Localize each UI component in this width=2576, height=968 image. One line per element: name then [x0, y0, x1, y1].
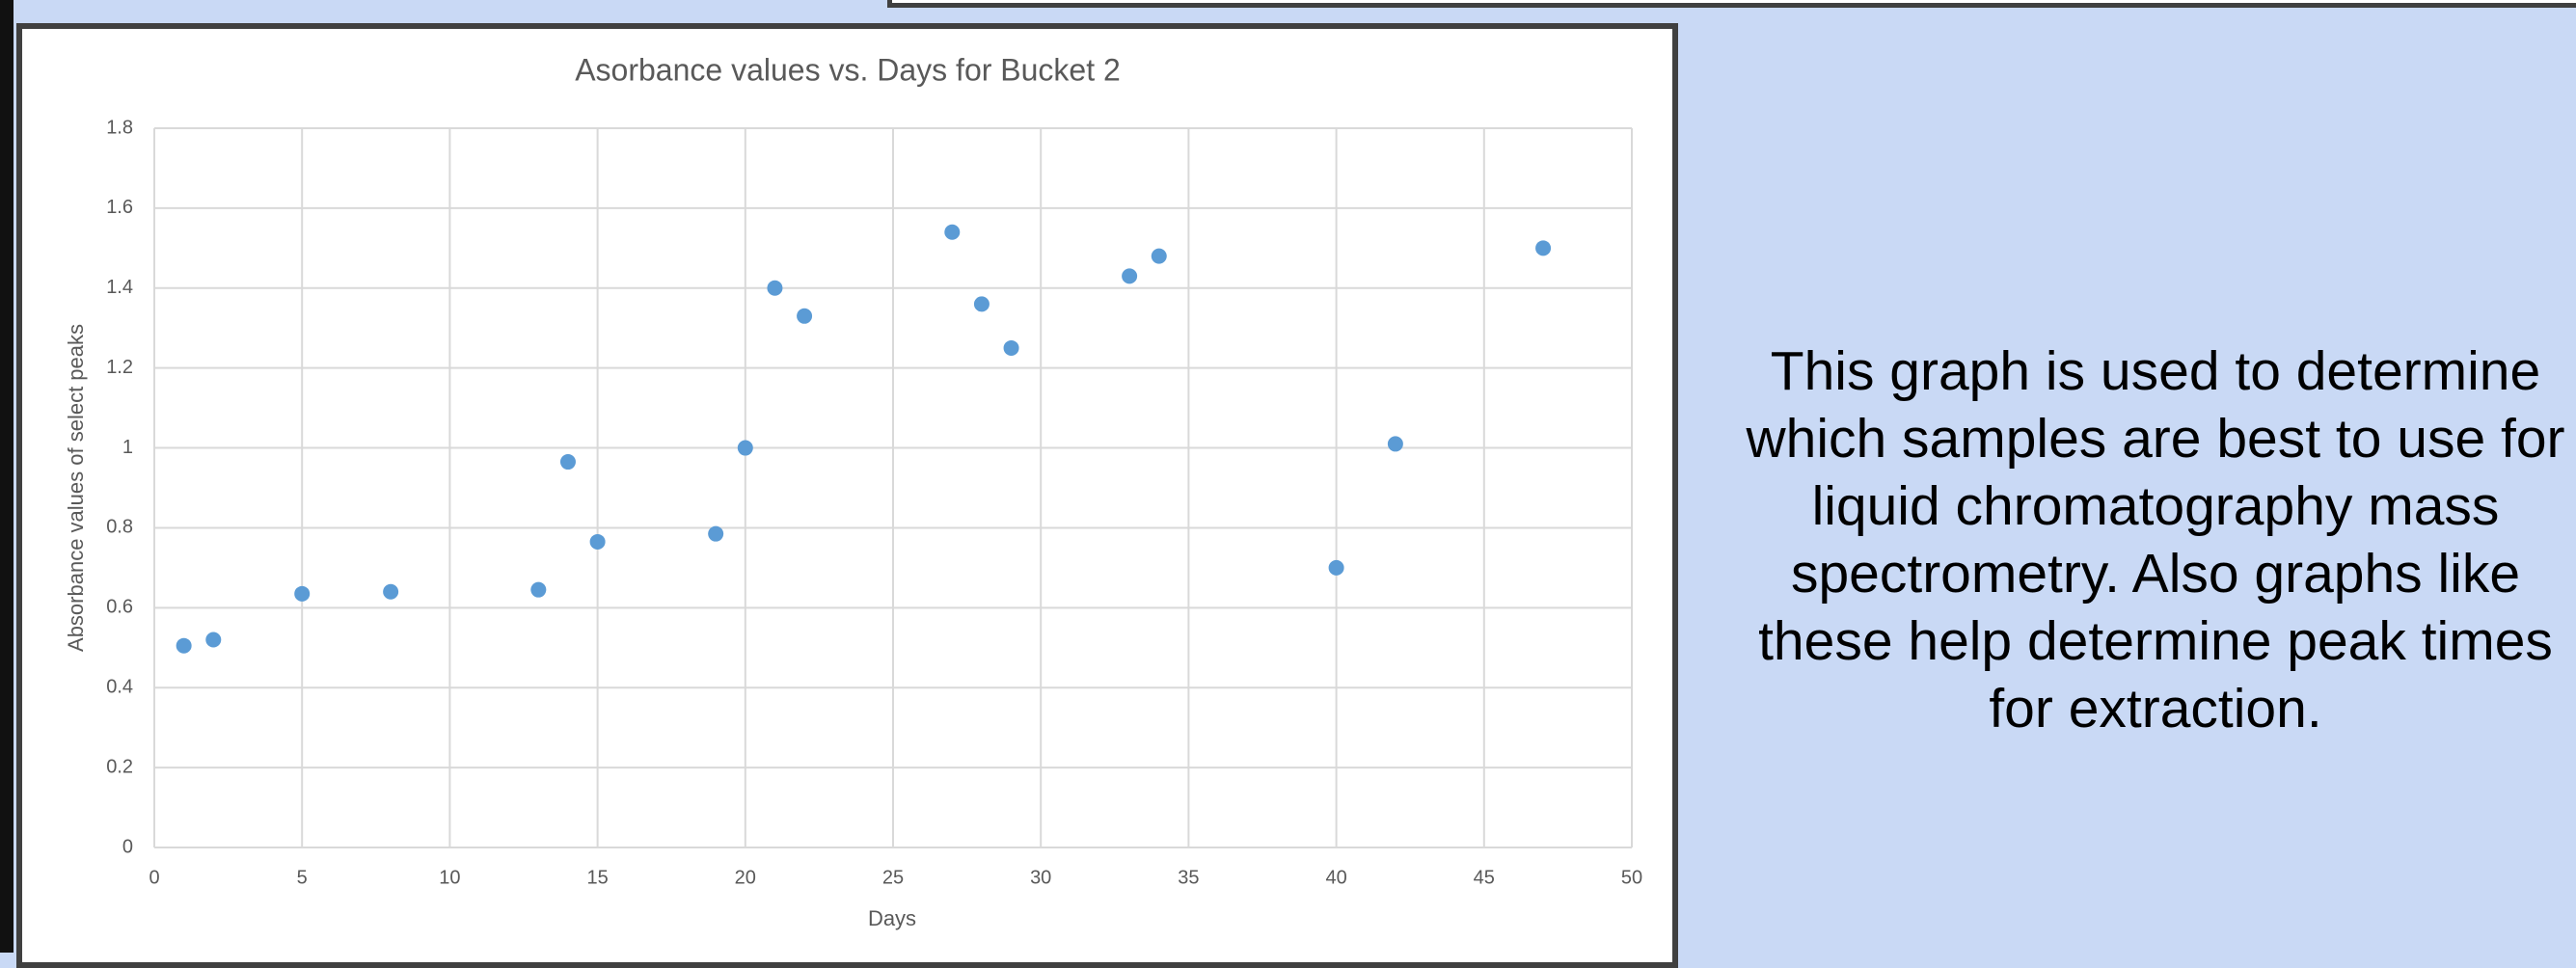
- chart-title: Asorbance values vs. Days for Bucket 2: [575, 52, 1121, 87]
- x-axis-label: Days: [868, 906, 916, 930]
- chart: Asorbance values vs. Days for Bucket 2 D…: [64, 52, 1642, 930]
- point: [944, 224, 961, 240]
- x-tick-label: 25: [882, 867, 904, 888]
- point: [1151, 248, 1167, 264]
- y-tick-label: 0: [122, 836, 133, 857]
- y-tick-label: 1.8: [106, 117, 133, 138]
- point: [708, 525, 724, 542]
- point: [530, 581, 547, 598]
- point: [1535, 240, 1552, 256]
- x-tick-label: 35: [1178, 867, 1199, 888]
- point: [294, 585, 311, 602]
- point: [1122, 268, 1138, 284]
- x-tick-label: 50: [1621, 867, 1642, 888]
- left-bar: [0, 0, 14, 953]
- y-tick-label: 1.2: [106, 357, 133, 378]
- x-tick-label: 10: [439, 867, 460, 888]
- y-tick-label: 1: [122, 437, 133, 458]
- chart-panel: [16, 23, 1678, 968]
- point: [1328, 559, 1344, 576]
- point: [1387, 436, 1403, 452]
- point: [383, 583, 399, 600]
- point: [205, 632, 222, 648]
- point: [737, 440, 753, 456]
- y-axis-label: Absorbance values of select peaks: [64, 324, 88, 652]
- y-tick-label: 0.8: [106, 517, 133, 538]
- point: [1003, 339, 1019, 356]
- point: [176, 637, 192, 654]
- point: [559, 454, 576, 471]
- caption: This graph is used to determine which sa…: [1746, 340, 2565, 739]
- point: [589, 533, 606, 550]
- upper-panel: [887, 0, 2576, 8]
- x-tick-label: 0: [149, 867, 159, 888]
- x-tick-label: 20: [735, 867, 756, 888]
- x-tick-label: 15: [586, 867, 608, 888]
- x-tick-label: 45: [1474, 867, 1495, 888]
- y-tick-label: 1.6: [106, 197, 133, 218]
- y-tick-label: 0.4: [106, 677, 133, 698]
- x-tick-label: 40: [1325, 867, 1346, 888]
- point: [973, 296, 990, 312]
- y-tick-label: 0.6: [106, 597, 133, 618]
- y-tick-label: 0.2: [106, 756, 133, 777]
- y-tick-label: 1.4: [106, 277, 133, 298]
- x-tick-label: 5: [297, 867, 308, 888]
- x-tick-label: 30: [1030, 867, 1051, 888]
- point: [767, 280, 783, 296]
- point: [797, 308, 813, 324]
